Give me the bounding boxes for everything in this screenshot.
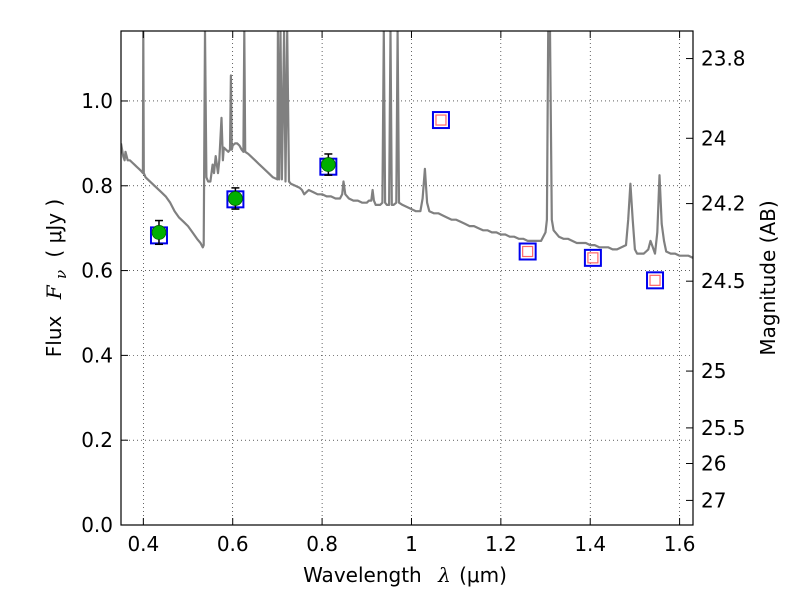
y2-tick-label: 26: [701, 452, 726, 476]
observed-flux-marker: [151, 225, 167, 240]
y2-tick-label: 25.5: [701, 416, 746, 440]
y-axis-label-prefix: Flux: [42, 315, 66, 357]
y-axis-label-subscript: ν: [52, 270, 70, 279]
model-spectrum-line: [121, 31, 693, 259]
photometry-upper-limit-marker: [649, 274, 661, 286]
y-tick-label: 1.0: [81, 89, 113, 113]
x-axis-ticks: 0.4 0.6 0.8 1 1.2 1.4 1.6: [127, 31, 696, 556]
x-axis-label-prefix: Wavelength: [303, 563, 422, 587]
y2-tick-label: 25: [701, 359, 726, 383]
photometry-upper-limit-marker: [435, 114, 447, 126]
y2-tick-label: 24.2: [701, 192, 746, 216]
marker-layer: [149, 111, 665, 290]
y-tick-label: 0.8: [81, 174, 113, 198]
y2-tick-label: 27: [701, 488, 726, 512]
x-tick-label: 1.4: [574, 532, 606, 556]
model-photometry-marker: [646, 271, 665, 290]
x-axis-label: Wavelength λ (μm): [303, 563, 507, 587]
y-tick-label: 0.0: [81, 513, 113, 537]
y2-tick-label: 24.5: [701, 269, 746, 293]
x-tick-label: 0.8: [306, 532, 338, 556]
x-tick-label: 0.4: [127, 532, 159, 556]
model-photometry-marker: [518, 242, 537, 261]
x-tick-label: 1.6: [664, 532, 696, 556]
y-axis-label-symbol: F: [42, 284, 66, 300]
plot-frame: [120, 30, 694, 526]
y-tick-label: 0.4: [81, 343, 113, 367]
x-axis-label-unit: (μm): [459, 563, 507, 587]
observed-flux-marker: [320, 157, 336, 172]
observed-flux-marker: [227, 191, 243, 206]
y-axis-label-unit: ( μJy ): [42, 199, 66, 258]
x-tick-label: 0.6: [217, 532, 249, 556]
y2-axis-label: Magnitude (AB): [756, 200, 780, 355]
y2-tick-label: 23.8: [701, 47, 746, 71]
photometry-upper-limit-marker: [522, 245, 534, 258]
model-photometry-marker: [583, 248, 602, 267]
model-spectrum-layer: [121, 31, 693, 259]
x-tick-label: 1: [405, 532, 418, 556]
y-axis-ticks: 0.0 0.2 0.4 0.6 0.8 1.0: [81, 89, 128, 537]
y2-axis-ticks: 23.8 24 24.2 24.5 25 25.5 26 27: [686, 47, 746, 512]
x-tick-label: 1.2: [485, 532, 517, 556]
model-photometry-marker: [431, 111, 450, 130]
y-tick-label: 0.2: [81, 428, 113, 452]
y-tick-label: 0.6: [81, 259, 113, 283]
photometry-upper-limit-marker: [587, 252, 599, 264]
y2-tick-label: 24: [701, 126, 726, 150]
x-axis-label-symbol: λ: [437, 563, 451, 587]
y-axis-label: Flux F ν ( μJy ): [42, 199, 71, 357]
